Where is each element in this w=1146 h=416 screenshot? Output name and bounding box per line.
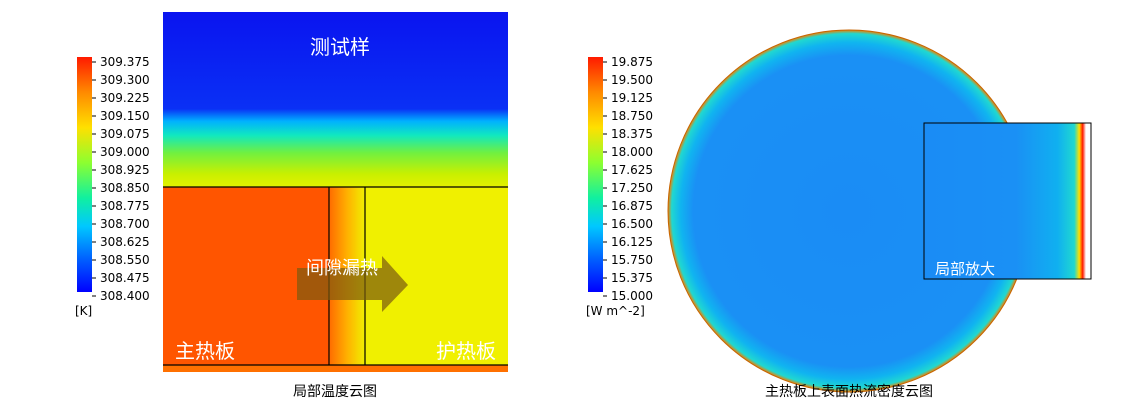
colorbar-label: 19.500 bbox=[611, 73, 653, 87]
arrow bbox=[297, 256, 408, 312]
colorbar-label: 309.225 bbox=[100, 91, 150, 105]
guard-plate-label: 护热板 bbox=[436, 339, 496, 363]
colorbar-label: 308.475 bbox=[100, 271, 150, 285]
colorbar-label: 308.625 bbox=[100, 235, 150, 249]
sample-label: 测试样 bbox=[310, 35, 370, 59]
colorbar-label: 15.750 bbox=[611, 253, 653, 267]
colorbar-label: 18.750 bbox=[611, 109, 653, 123]
colorbar-label: 309.000 bbox=[100, 145, 150, 159]
colorbar-label: 309.375 bbox=[100, 55, 150, 69]
colorbar-label: 15.000 bbox=[611, 289, 653, 303]
caption: 主热板上表面热流密度云图 bbox=[765, 383, 933, 400]
sample-field bbox=[163, 12, 508, 188]
colorbar-label: 308.775 bbox=[100, 199, 150, 213]
colorbar-label: 19.875 bbox=[611, 55, 653, 69]
colorbar-unit: [K] bbox=[75, 304, 92, 318]
inset bbox=[923, 122, 1092, 280]
gap-leak-box: 间隙漏热 bbox=[306, 258, 378, 279]
colorbar-unit: [W m^-2] bbox=[586, 304, 645, 318]
colorbar-label: 19.125 bbox=[611, 91, 653, 105]
colorbar-label: 308.550 bbox=[100, 253, 150, 267]
colorbar-label: 308.400 bbox=[100, 289, 150, 303]
colorbar-label: 15.375 bbox=[611, 271, 653, 285]
colorbar bbox=[77, 57, 92, 292]
colorbar-label: 16.500 bbox=[611, 217, 653, 231]
colorbar bbox=[588, 57, 603, 292]
colorbar-label: 308.850 bbox=[100, 181, 150, 195]
colorbar-label: 309.075 bbox=[100, 127, 150, 141]
left-panel: 测试样 主热板 护热板 间隙漏热 局部温度云图 309.375 309.300 30… bbox=[75, 12, 508, 400]
colorbar-label: 17.250 bbox=[611, 181, 653, 195]
colorbar-label: 18.375 bbox=[611, 127, 653, 141]
colorbar-label: 17.625 bbox=[611, 163, 653, 177]
colorbar-label: 309.300 bbox=[100, 73, 150, 87]
bottom-layer bbox=[163, 365, 508, 372]
inset-label: 局部放大 bbox=[935, 260, 995, 278]
colorbar-label: 18.000 bbox=[611, 145, 653, 159]
right-panel: 局部放大 主热板上表面热流密度云图 19.875 19.500 19.125 18.7… bbox=[586, 29, 1092, 400]
colorbar-label: 308.700 bbox=[100, 217, 150, 231]
caption: 局部温度云图 bbox=[293, 384, 377, 400]
colorbar-label: 308.925 bbox=[100, 163, 150, 177]
colorbar-label: 309.150 bbox=[100, 109, 150, 123]
colorbar-label: 16.125 bbox=[611, 235, 653, 249]
main-plate-label: 主热板 bbox=[175, 339, 235, 363]
gap-leak-label: 间隙漏热 bbox=[306, 258, 378, 279]
colorbar-label: 16.875 bbox=[611, 199, 653, 213]
